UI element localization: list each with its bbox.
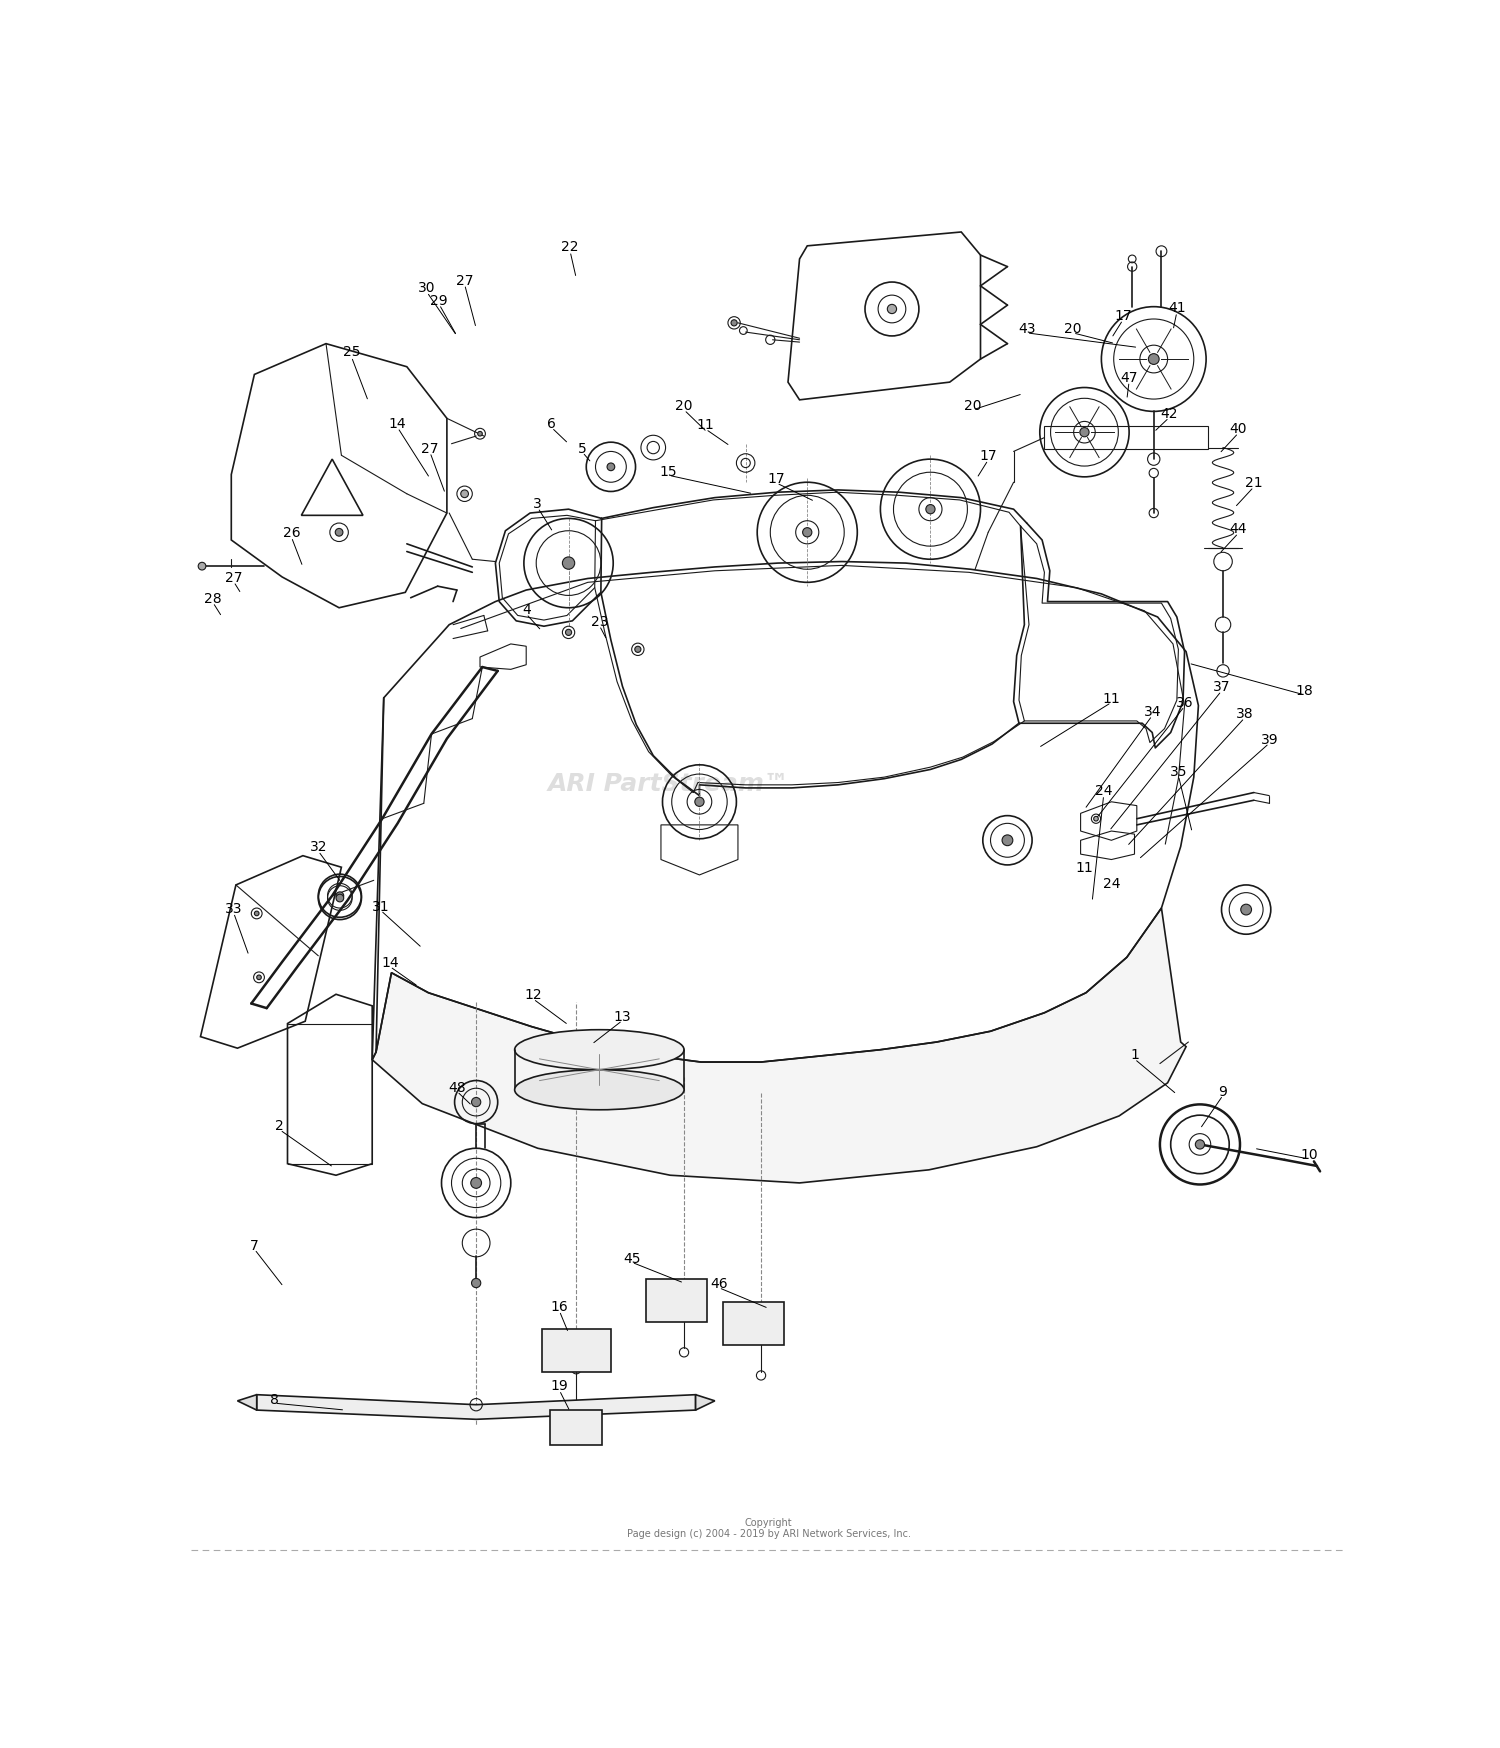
- Bar: [542, 1330, 610, 1372]
- Text: 38: 38: [1236, 706, 1254, 720]
- Circle shape: [1002, 836, 1013, 846]
- Text: 21: 21: [1245, 475, 1263, 489]
- Text: 13: 13: [614, 1009, 632, 1023]
- Ellipse shape: [514, 1070, 684, 1110]
- Text: 39: 39: [1260, 732, 1278, 746]
- Ellipse shape: [514, 1030, 684, 1070]
- Text: 16: 16: [550, 1299, 568, 1313]
- Text: 20: 20: [964, 399, 981, 413]
- Text: 14: 14: [381, 956, 399, 970]
- Text: 17: 17: [768, 472, 786, 486]
- Polygon shape: [256, 1395, 696, 1419]
- Bar: [550, 1411, 603, 1446]
- Text: 35: 35: [1170, 764, 1186, 778]
- Text: 26: 26: [282, 526, 300, 540]
- Text: 27: 27: [225, 570, 243, 584]
- Text: 43: 43: [1019, 322, 1035, 336]
- Circle shape: [460, 491, 468, 498]
- Text: 40: 40: [1230, 421, 1246, 435]
- Text: 9: 9: [1218, 1084, 1227, 1098]
- Circle shape: [336, 893, 344, 900]
- Circle shape: [694, 797, 703, 808]
- Text: 25: 25: [342, 344, 360, 358]
- Text: 34: 34: [1143, 704, 1161, 718]
- Circle shape: [926, 505, 934, 514]
- Text: 45: 45: [622, 1252, 640, 1266]
- Text: 24: 24: [1095, 783, 1113, 797]
- Text: 14: 14: [388, 416, 406, 430]
- Circle shape: [471, 1280, 482, 1288]
- Circle shape: [608, 463, 615, 472]
- Polygon shape: [237, 1395, 256, 1411]
- Text: 23: 23: [591, 615, 608, 629]
- Text: 17: 17: [980, 449, 998, 463]
- Circle shape: [1149, 355, 1160, 365]
- Text: 28: 28: [204, 591, 222, 605]
- Text: 30: 30: [419, 281, 435, 295]
- Circle shape: [477, 432, 483, 437]
- Circle shape: [1196, 1140, 1204, 1150]
- Circle shape: [336, 895, 344, 902]
- Circle shape: [256, 975, 261, 981]
- Text: 47: 47: [1120, 371, 1138, 385]
- Text: 8: 8: [270, 1391, 279, 1405]
- Polygon shape: [372, 909, 1186, 1183]
- Circle shape: [562, 558, 574, 570]
- Text: Copyright: Copyright: [746, 1517, 792, 1528]
- Text: 19: 19: [550, 1379, 568, 1393]
- Text: 20: 20: [675, 399, 693, 413]
- Circle shape: [471, 1098, 482, 1106]
- Text: 32: 32: [309, 841, 327, 855]
- Text: 27: 27: [422, 440, 438, 454]
- Circle shape: [566, 629, 572, 636]
- Circle shape: [634, 647, 640, 654]
- Text: 41: 41: [1168, 301, 1185, 315]
- Circle shape: [471, 1178, 482, 1189]
- Text: 15: 15: [660, 465, 678, 479]
- Circle shape: [255, 912, 260, 916]
- Text: 44: 44: [1230, 523, 1246, 537]
- Text: 36: 36: [1176, 696, 1194, 710]
- Circle shape: [888, 306, 897, 315]
- Circle shape: [198, 563, 206, 570]
- Circle shape: [334, 530, 344, 537]
- Text: 46: 46: [710, 1276, 728, 1290]
- Text: ARI PartStream™: ARI PartStream™: [548, 771, 789, 795]
- Text: 29: 29: [430, 294, 448, 308]
- Text: 18: 18: [1294, 683, 1312, 697]
- Bar: [723, 1302, 784, 1344]
- Text: 17: 17: [1114, 309, 1132, 323]
- Circle shape: [802, 528, 812, 538]
- Text: 24: 24: [1102, 876, 1120, 890]
- Text: 4: 4: [522, 603, 531, 617]
- Text: 10: 10: [1300, 1148, 1318, 1162]
- Text: 6: 6: [548, 416, 556, 430]
- Circle shape: [1094, 816, 1098, 822]
- Text: 1: 1: [1130, 1047, 1138, 1061]
- Text: 11: 11: [1102, 692, 1120, 706]
- Text: 11: 11: [696, 418, 714, 432]
- Text: 12: 12: [525, 988, 542, 1002]
- Text: 5: 5: [578, 440, 586, 454]
- Polygon shape: [696, 1395, 715, 1411]
- Text: 37: 37: [1214, 680, 1230, 694]
- Text: 7: 7: [251, 1238, 260, 1252]
- Text: 11: 11: [1076, 860, 1094, 874]
- Circle shape: [730, 320, 736, 327]
- Text: 20: 20: [1064, 322, 1082, 336]
- Text: 31: 31: [372, 898, 390, 912]
- Text: 33: 33: [225, 902, 243, 916]
- Text: 3: 3: [534, 496, 542, 510]
- Text: 22: 22: [561, 239, 579, 253]
- Text: 48: 48: [448, 1080, 465, 1094]
- Circle shape: [1240, 905, 1251, 916]
- Text: 2: 2: [276, 1119, 284, 1133]
- Text: 42: 42: [1161, 407, 1178, 421]
- Bar: [645, 1280, 706, 1321]
- Circle shape: [1080, 428, 1089, 437]
- Text: 27: 27: [456, 274, 474, 288]
- Text: Page design (c) 2004 - 2019 by ARI Network Services, Inc.: Page design (c) 2004 - 2019 by ARI Netwo…: [627, 1528, 910, 1538]
